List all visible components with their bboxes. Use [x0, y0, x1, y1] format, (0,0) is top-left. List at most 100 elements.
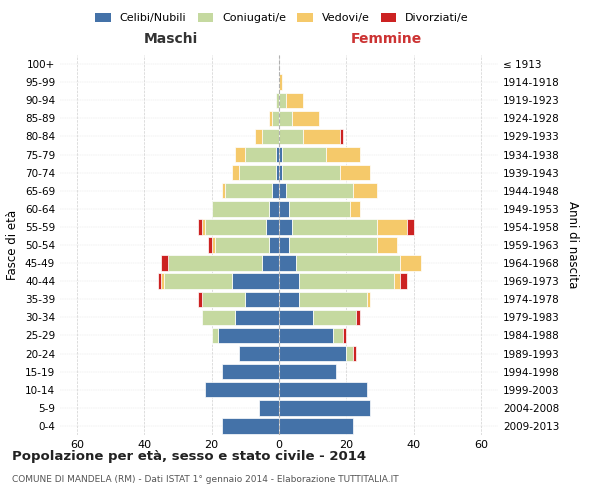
Bar	[299, 292, 367, 307]
Bar	[407, 219, 414, 234]
Bar	[205, 382, 279, 398]
Bar	[235, 147, 245, 162]
Bar	[161, 256, 168, 271]
Text: Popolazione per età, sesso e stato civile - 2014: Popolazione per età, sesso e stato civil…	[12, 450, 366, 463]
Bar	[377, 219, 407, 234]
Bar	[222, 418, 279, 434]
Bar	[235, 310, 279, 325]
Bar	[279, 346, 346, 362]
Bar	[367, 292, 370, 307]
Bar	[262, 128, 279, 144]
Bar	[239, 346, 279, 362]
Bar	[205, 219, 266, 234]
Bar	[208, 238, 212, 252]
Bar	[286, 183, 353, 198]
Bar	[353, 346, 356, 362]
Bar	[400, 274, 407, 289]
Bar	[333, 328, 343, 343]
Bar	[245, 292, 279, 307]
Bar	[299, 274, 394, 289]
Bar	[198, 292, 202, 307]
Bar	[279, 382, 367, 398]
Text: Maschi: Maschi	[144, 32, 199, 46]
Bar	[269, 110, 272, 126]
Bar	[340, 128, 343, 144]
Bar	[272, 183, 279, 198]
Bar	[350, 201, 360, 216]
Bar	[394, 274, 400, 289]
Y-axis label: Anni di nascita: Anni di nascita	[566, 202, 579, 288]
Bar	[279, 183, 286, 198]
Bar	[232, 165, 239, 180]
Bar	[202, 219, 205, 234]
Bar	[286, 92, 302, 108]
Bar	[245, 147, 275, 162]
Bar	[346, 346, 353, 362]
Bar	[377, 238, 397, 252]
Bar	[161, 274, 164, 289]
Bar	[222, 183, 225, 198]
Bar	[292, 219, 377, 234]
Bar	[218, 328, 279, 343]
Bar	[164, 274, 232, 289]
Bar	[279, 274, 299, 289]
Bar	[202, 310, 235, 325]
Bar	[289, 238, 377, 252]
Bar	[212, 238, 215, 252]
Bar	[239, 165, 275, 180]
Bar	[283, 165, 340, 180]
Bar	[279, 147, 283, 162]
Bar	[275, 92, 279, 108]
Bar	[158, 274, 161, 289]
Bar	[279, 328, 333, 343]
Bar	[343, 328, 346, 343]
Bar	[400, 256, 421, 271]
Bar	[266, 219, 279, 234]
Bar	[198, 219, 202, 234]
Bar	[225, 183, 272, 198]
Bar	[289, 201, 350, 216]
Bar	[279, 364, 336, 380]
Bar	[313, 310, 356, 325]
Bar	[279, 219, 292, 234]
Bar	[279, 400, 370, 415]
Bar	[232, 274, 279, 289]
Bar	[272, 110, 279, 126]
Bar	[212, 201, 269, 216]
Bar	[302, 128, 340, 144]
Text: Femmine: Femmine	[351, 32, 422, 46]
Bar	[340, 165, 370, 180]
Bar	[279, 238, 289, 252]
Bar	[279, 201, 289, 216]
Bar	[279, 256, 296, 271]
Bar	[283, 147, 326, 162]
Bar	[222, 364, 279, 380]
Bar	[356, 310, 360, 325]
Bar	[262, 256, 279, 271]
Bar	[279, 110, 292, 126]
Bar	[353, 183, 377, 198]
Bar	[279, 92, 286, 108]
Bar	[279, 418, 353, 434]
Bar	[259, 400, 279, 415]
Bar	[279, 310, 313, 325]
Bar	[275, 165, 279, 180]
Bar	[275, 147, 279, 162]
Bar	[279, 292, 299, 307]
Bar	[215, 238, 269, 252]
Bar	[256, 128, 262, 144]
Bar	[279, 165, 283, 180]
Bar	[269, 201, 279, 216]
Text: COMUNE DI MANDELA (RM) - Dati ISTAT 1° gennaio 2014 - Elaborazione TUTTITALIA.IT: COMUNE DI MANDELA (RM) - Dati ISTAT 1° g…	[12, 475, 398, 484]
Legend: Celibi/Nubili, Coniugati/e, Vedovi/e, Divorziati/e: Celibi/Nubili, Coniugati/e, Vedovi/e, Di…	[91, 8, 473, 28]
Bar	[279, 128, 302, 144]
Y-axis label: Fasce di età: Fasce di età	[7, 210, 19, 280]
Bar	[279, 74, 283, 90]
Bar	[292, 110, 319, 126]
Bar	[269, 238, 279, 252]
Bar	[212, 328, 218, 343]
Bar	[168, 256, 262, 271]
Bar	[296, 256, 400, 271]
Bar	[202, 292, 245, 307]
Bar	[326, 147, 360, 162]
